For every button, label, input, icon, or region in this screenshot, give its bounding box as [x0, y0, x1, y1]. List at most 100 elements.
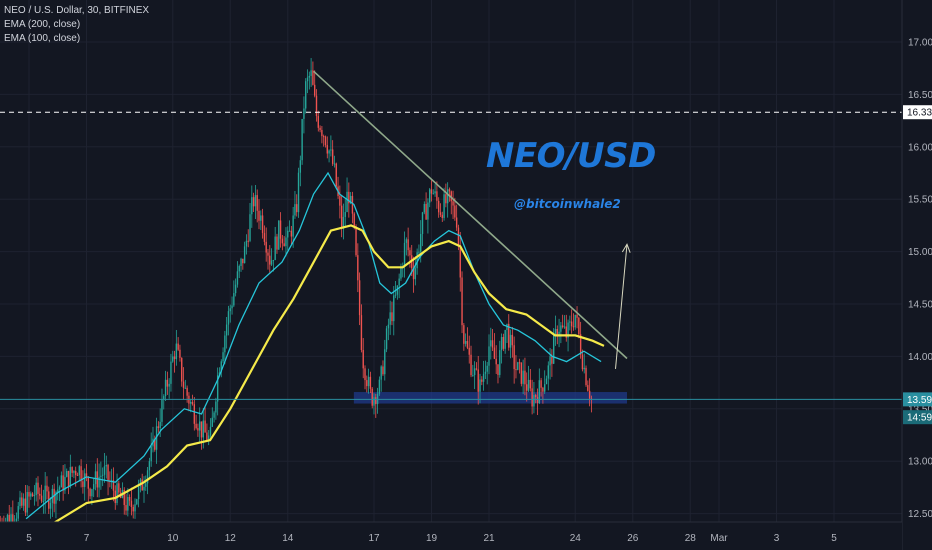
candle-body [583, 367, 585, 370]
candle-body [360, 315, 363, 351]
candle-body [238, 265, 240, 272]
candle-body [301, 118, 303, 161]
candle-body [249, 214, 251, 241]
candle-body [459, 245, 461, 278]
projection-arrow [615, 244, 628, 370]
candle-body [195, 423, 197, 429]
candle-body [285, 237, 287, 247]
candle-body [493, 347, 496, 359]
candle-body [247, 240, 249, 242]
candle-body [57, 489, 59, 492]
candle-body [234, 284, 237, 294]
candle-body [66, 471, 68, 477]
candle-body [544, 384, 546, 392]
price-label-bg [903, 410, 932, 425]
candle-body [209, 426, 212, 436]
candle-body [470, 354, 472, 376]
legend-ema-200[interactable]: EMA (200, close) [4, 19, 81, 30]
price-tick-label: 14.50 [908, 300, 932, 311]
descending-trendline [313, 70, 628, 360]
time-tick-label: 24 [570, 533, 582, 544]
candle-body [490, 340, 492, 347]
candle-body [441, 214, 443, 218]
candle-body [380, 366, 382, 380]
candle-body [536, 397, 539, 404]
candle-body [24, 498, 27, 513]
candle-body [287, 230, 289, 238]
candle-body [69, 467, 72, 487]
candle-body [26, 492, 28, 513]
candle-body [28, 492, 30, 497]
candle-body [339, 196, 341, 206]
price-label: 14:59 [907, 413, 932, 424]
candle-body [570, 321, 573, 327]
time-tick-label: 28 [685, 533, 697, 544]
candle-body [137, 486, 140, 500]
candle-body [457, 227, 460, 246]
candle-body [33, 495, 36, 497]
time-tick-label: 26 [627, 533, 639, 544]
candle-body [101, 474, 104, 476]
candle-body [184, 387, 187, 389]
legend-ema-100[interactable]: EMA (100, close) [4, 33, 81, 44]
candle-body [76, 475, 79, 477]
candle-body [391, 312, 393, 322]
candle-body [256, 195, 258, 211]
candle-body [344, 212, 346, 217]
candle-body [252, 197, 255, 207]
time-axis[interactable]: 5 7 10 12 14 17 19 21 24 26 28 Mar 3 5 [0, 521, 902, 550]
candle-body [455, 217, 458, 228]
candle-body [432, 193, 434, 195]
candle-body [58, 487, 61, 490]
candle-body [157, 426, 160, 428]
candle-body [31, 493, 34, 497]
candle-body [308, 75, 311, 78]
candle-body [71, 467, 73, 473]
candle-body [229, 308, 231, 312]
candle-body [207, 435, 210, 441]
candle-body [499, 350, 501, 375]
candle-body [288, 230, 291, 232]
time-tick-label: 12 [225, 533, 237, 544]
candle-body [164, 379, 167, 397]
candle-body [103, 466, 106, 475]
candle-body [154, 438, 156, 450]
legend-symbol[interactable]: NEO / U.S. Dollar, 30, BITFINEX [4, 5, 150, 16]
candle-body [173, 356, 176, 360]
candle-body [319, 127, 321, 131]
candle-body [15, 518, 18, 522]
candle-body [450, 191, 452, 202]
candle-body [94, 471, 97, 485]
candle-body [132, 506, 134, 512]
candle-body [245, 240, 248, 247]
candle-body [148, 461, 151, 471]
candle-body [175, 343, 178, 360]
candle-body [80, 466, 82, 482]
time-tick-label: 19 [426, 533, 438, 544]
candle-body [349, 195, 352, 204]
price-axis[interactable]: 12.50 13.00 13.50 14.00 14.50 15.00 15.50 16.00… [901, 0, 932, 550]
candle-body [213, 412, 215, 418]
candle-body [251, 197, 253, 215]
candle-body [21, 497, 23, 506]
candle-body [10, 514, 12, 524]
candle-body [488, 346, 490, 366]
support-zone [353, 392, 627, 404]
candle-body [533, 395, 535, 407]
candle-body [400, 267, 402, 279]
candle-body [511, 334, 514, 346]
ema-200-line [51, 224, 605, 526]
candle-body [82, 481, 84, 487]
candle-body [560, 325, 562, 332]
candle-body [258, 210, 260, 221]
candle-body [515, 369, 517, 371]
candle-body [554, 329, 557, 335]
candle-body [215, 401, 217, 413]
candle-body [509, 334, 512, 348]
candle-body [44, 485, 46, 502]
candle-body [491, 340, 494, 348]
candle-body [233, 293, 235, 306]
candle-body [549, 356, 551, 366]
chart-annotation-handle: @bitcoinwhale2 [514, 197, 621, 211]
